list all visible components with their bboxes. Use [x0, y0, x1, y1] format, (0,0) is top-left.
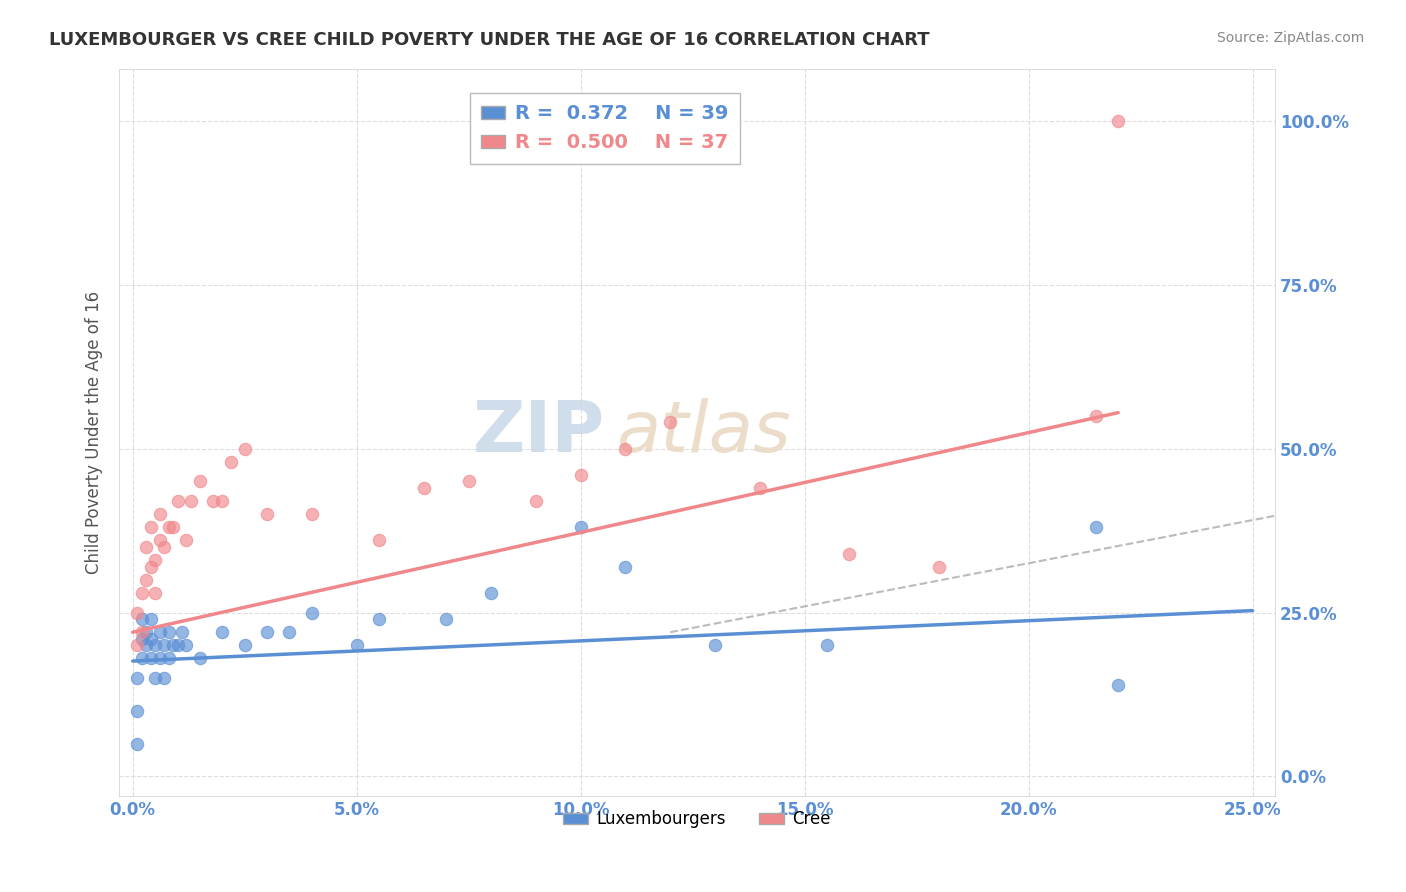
Point — [139, 520, 162, 534]
Point — [180, 494, 202, 508]
Point — [569, 520, 592, 534]
Point — [149, 651, 172, 665]
Point — [153, 540, 176, 554]
Text: atlas: atlas — [616, 398, 790, 467]
Point — [139, 612, 162, 626]
Point — [412, 481, 434, 495]
Point — [131, 625, 153, 640]
Point — [1107, 114, 1129, 128]
Point — [157, 625, 180, 640]
Text: ZIP: ZIP — [472, 398, 605, 467]
Point — [176, 533, 198, 548]
Point — [479, 586, 502, 600]
Point — [143, 586, 166, 600]
Point — [135, 573, 157, 587]
Point — [135, 540, 157, 554]
Point — [815, 638, 838, 652]
Point — [131, 612, 153, 626]
Point — [614, 442, 637, 456]
Point — [170, 625, 193, 640]
Point — [704, 638, 727, 652]
Point — [301, 606, 323, 620]
Point — [301, 507, 323, 521]
Point — [153, 671, 176, 685]
Point — [211, 625, 233, 640]
Point — [157, 520, 180, 534]
Point — [135, 625, 157, 640]
Point — [368, 533, 391, 548]
Point — [188, 475, 211, 489]
Point — [838, 547, 860, 561]
Point — [162, 520, 184, 534]
Point — [131, 651, 153, 665]
Point — [278, 625, 301, 640]
Point — [434, 612, 457, 626]
Point — [131, 632, 153, 646]
Point — [139, 651, 162, 665]
Point — [233, 442, 256, 456]
Point — [139, 632, 162, 646]
Point — [368, 612, 391, 626]
Point — [256, 507, 278, 521]
Point — [166, 494, 188, 508]
Point — [139, 559, 162, 574]
Point — [928, 559, 950, 574]
Point — [1107, 678, 1129, 692]
Point — [659, 416, 682, 430]
Point — [188, 651, 211, 665]
Point — [143, 671, 166, 685]
Point — [162, 638, 184, 652]
Point — [143, 638, 166, 652]
Legend: Luxembourgers, Cree: Luxembourgers, Cree — [557, 804, 838, 835]
Point — [127, 606, 149, 620]
Text: Source: ZipAtlas.com: Source: ZipAtlas.com — [1216, 31, 1364, 45]
Point — [219, 455, 242, 469]
Point — [127, 671, 149, 685]
Point — [149, 507, 172, 521]
Point — [131, 586, 153, 600]
Point — [127, 638, 149, 652]
Point — [202, 494, 225, 508]
Point — [256, 625, 278, 640]
Point — [143, 553, 166, 567]
Point — [157, 651, 180, 665]
Point — [153, 638, 176, 652]
Point — [569, 467, 592, 482]
Point — [149, 625, 172, 640]
Point — [127, 704, 149, 718]
Point — [149, 533, 172, 548]
Point — [1084, 520, 1107, 534]
Point — [233, 638, 256, 652]
Point — [346, 638, 368, 652]
Point — [211, 494, 233, 508]
Text: LUXEMBOURGER VS CREE CHILD POVERTY UNDER THE AGE OF 16 CORRELATION CHART: LUXEMBOURGER VS CREE CHILD POVERTY UNDER… — [49, 31, 929, 49]
Point — [135, 638, 157, 652]
Point — [1084, 409, 1107, 423]
Point — [748, 481, 770, 495]
Point — [524, 494, 547, 508]
Point — [457, 475, 479, 489]
Point — [127, 737, 149, 751]
Point — [614, 559, 637, 574]
Point — [176, 638, 198, 652]
Y-axis label: Child Poverty Under the Age of 16: Child Poverty Under the Age of 16 — [86, 291, 103, 574]
Point — [166, 638, 188, 652]
